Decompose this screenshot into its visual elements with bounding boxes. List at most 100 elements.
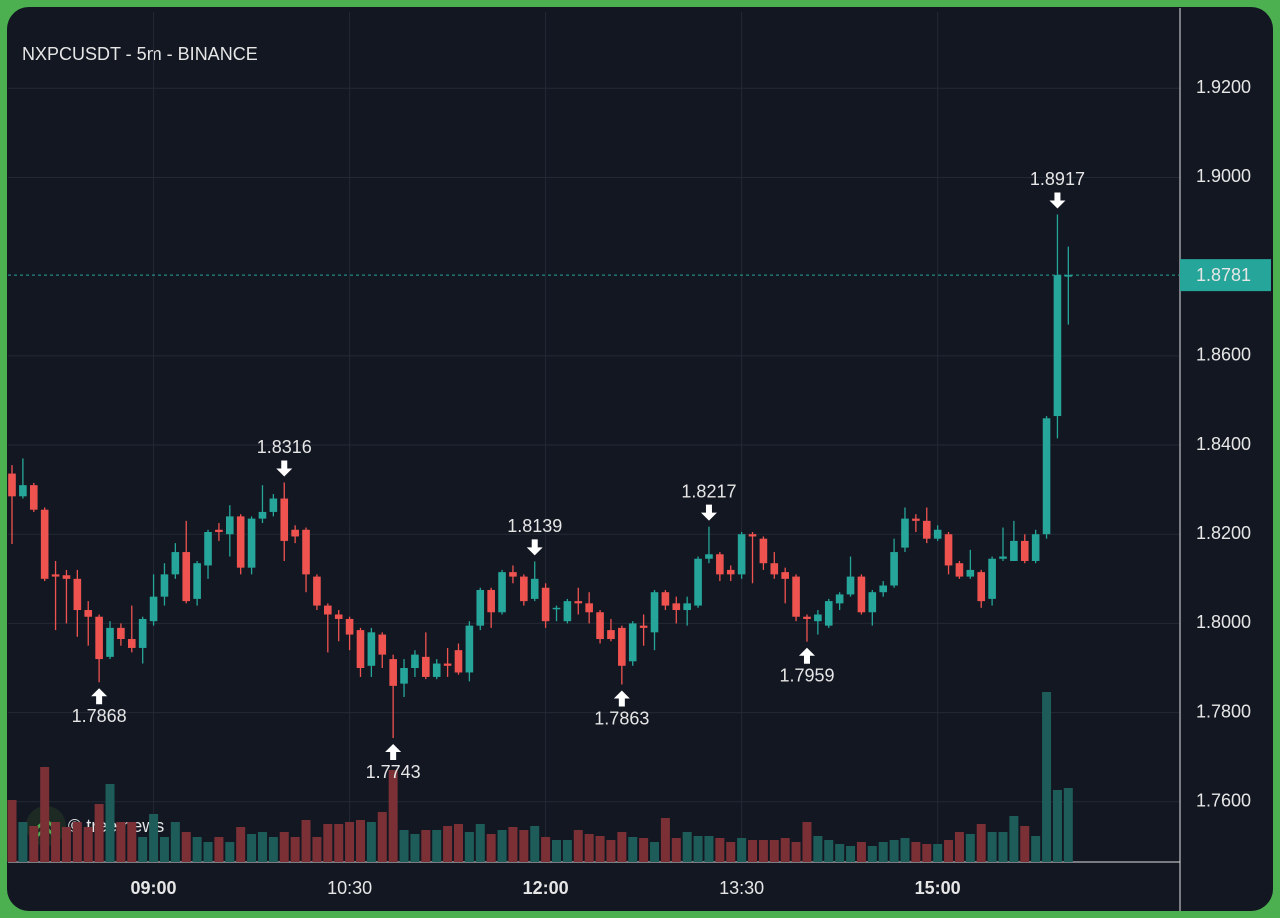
volume-bar bbox=[247, 834, 257, 862]
candle-body bbox=[1064, 275, 1073, 277]
candle-body bbox=[748, 534, 757, 537]
high-label: 1.8139 bbox=[507, 516, 562, 536]
volume-bar bbox=[606, 840, 616, 862]
volume-bar bbox=[813, 836, 823, 862]
low-label: 1.7863 bbox=[594, 708, 649, 728]
candle-body bbox=[8, 473, 16, 497]
candle-body bbox=[313, 576, 321, 606]
candle-body bbox=[683, 603, 691, 611]
candle-body bbox=[138, 618, 147, 648]
volume-bar bbox=[475, 824, 485, 862]
candle-body bbox=[302, 529, 310, 575]
candle-body bbox=[552, 607, 561, 610]
volume-bar bbox=[911, 842, 921, 862]
volume-bar bbox=[595, 836, 605, 862]
candle-body bbox=[51, 574, 60, 577]
volume-bar bbox=[236, 827, 246, 862]
candle-body bbox=[661, 592, 670, 606]
y-tick-label: 1.9200 bbox=[1196, 77, 1251, 97]
volume-bar bbox=[127, 822, 137, 862]
candle-body bbox=[879, 585, 887, 593]
candle-body bbox=[73, 578, 82, 611]
volume-bar bbox=[835, 844, 845, 862]
candle-body bbox=[509, 572, 517, 577]
volume-bar bbox=[944, 840, 954, 862]
candle-body bbox=[443, 663, 452, 666]
candle-body bbox=[193, 563, 201, 599]
candle-body bbox=[1042, 418, 1051, 535]
candle-body bbox=[432, 663, 441, 677]
candle-body bbox=[84, 610, 93, 617]
volume-bar bbox=[704, 836, 714, 862]
volume-bar bbox=[1063, 788, 1073, 862]
candle-body bbox=[280, 498, 289, 541]
candle-body bbox=[1053, 275, 1062, 417]
candle-body bbox=[215, 529, 223, 532]
candle-body bbox=[95, 616, 103, 660]
candle-body bbox=[574, 601, 583, 604]
candle-body bbox=[803, 616, 811, 619]
candle-body bbox=[226, 516, 234, 535]
high-label: 1.8917 bbox=[1030, 169, 1085, 189]
volume-bar bbox=[355, 820, 365, 862]
volume-bar bbox=[530, 826, 540, 862]
x-tick-label: 09:00 bbox=[131, 878, 177, 898]
candle-body bbox=[835, 594, 844, 604]
candle-body bbox=[40, 509, 49, 579]
volume-bar bbox=[573, 830, 583, 862]
candle-body bbox=[650, 592, 659, 633]
candle-body bbox=[400, 668, 408, 684]
volume-bar bbox=[94, 804, 104, 862]
candle-body bbox=[922, 520, 931, 539]
candle-body bbox=[530, 578, 539, 599]
volume-bar bbox=[453, 824, 463, 862]
candle-body bbox=[269, 498, 278, 512]
candle-body bbox=[422, 656, 430, 677]
candle-body bbox=[324, 605, 332, 615]
high-label: 1.8217 bbox=[681, 481, 736, 501]
volume-bar bbox=[399, 830, 409, 862]
volume-bar bbox=[998, 832, 1008, 862]
candle-body bbox=[955, 563, 964, 577]
candle-body bbox=[1020, 540, 1029, 561]
candle-body bbox=[672, 603, 681, 611]
volume-bar bbox=[257, 832, 267, 862]
candle-body bbox=[607, 630, 615, 640]
volume-bar bbox=[497, 830, 507, 862]
candle-body bbox=[933, 529, 942, 539]
volume-bar bbox=[1020, 826, 1030, 862]
volume-bar bbox=[987, 832, 997, 862]
volume-bar bbox=[83, 827, 93, 862]
volume-bar bbox=[388, 770, 398, 862]
volume-bar bbox=[72, 822, 82, 862]
low-arrow bbox=[798, 647, 815, 664]
candle-body bbox=[628, 623, 637, 662]
candle-body bbox=[291, 529, 299, 537]
candle-body bbox=[411, 654, 419, 669]
x-tick-label: 12:00 bbox=[523, 878, 569, 898]
volume-bar bbox=[650, 842, 660, 862]
y-tick-label: 1.9000 bbox=[1196, 166, 1251, 186]
candle-body bbox=[977, 572, 986, 602]
volume-bar bbox=[954, 832, 964, 862]
volume-bar bbox=[900, 838, 910, 862]
candle-body bbox=[857, 576, 866, 613]
volume-bar bbox=[541, 837, 551, 862]
volume-bar bbox=[639, 838, 649, 862]
candle-body bbox=[999, 556, 1007, 559]
volume-bar bbox=[584, 834, 594, 862]
volume-bar bbox=[726, 842, 736, 862]
volume-bar bbox=[922, 844, 932, 862]
candle-body bbox=[19, 485, 27, 497]
high-arrow bbox=[1049, 192, 1066, 209]
candle-body bbox=[1010, 540, 1018, 561]
candle-body bbox=[29, 485, 38, 510]
volume-bar bbox=[345, 822, 355, 862]
y-tick-label: 1.8000 bbox=[1196, 612, 1251, 632]
volume-bar bbox=[1052, 790, 1062, 862]
chart-title: NXPCUSDT - 5m - BINANCE bbox=[22, 44, 258, 64]
volume-bar bbox=[301, 820, 311, 862]
volume-bar bbox=[693, 836, 703, 862]
volume-bar bbox=[508, 827, 518, 862]
candle-body bbox=[160, 574, 169, 597]
